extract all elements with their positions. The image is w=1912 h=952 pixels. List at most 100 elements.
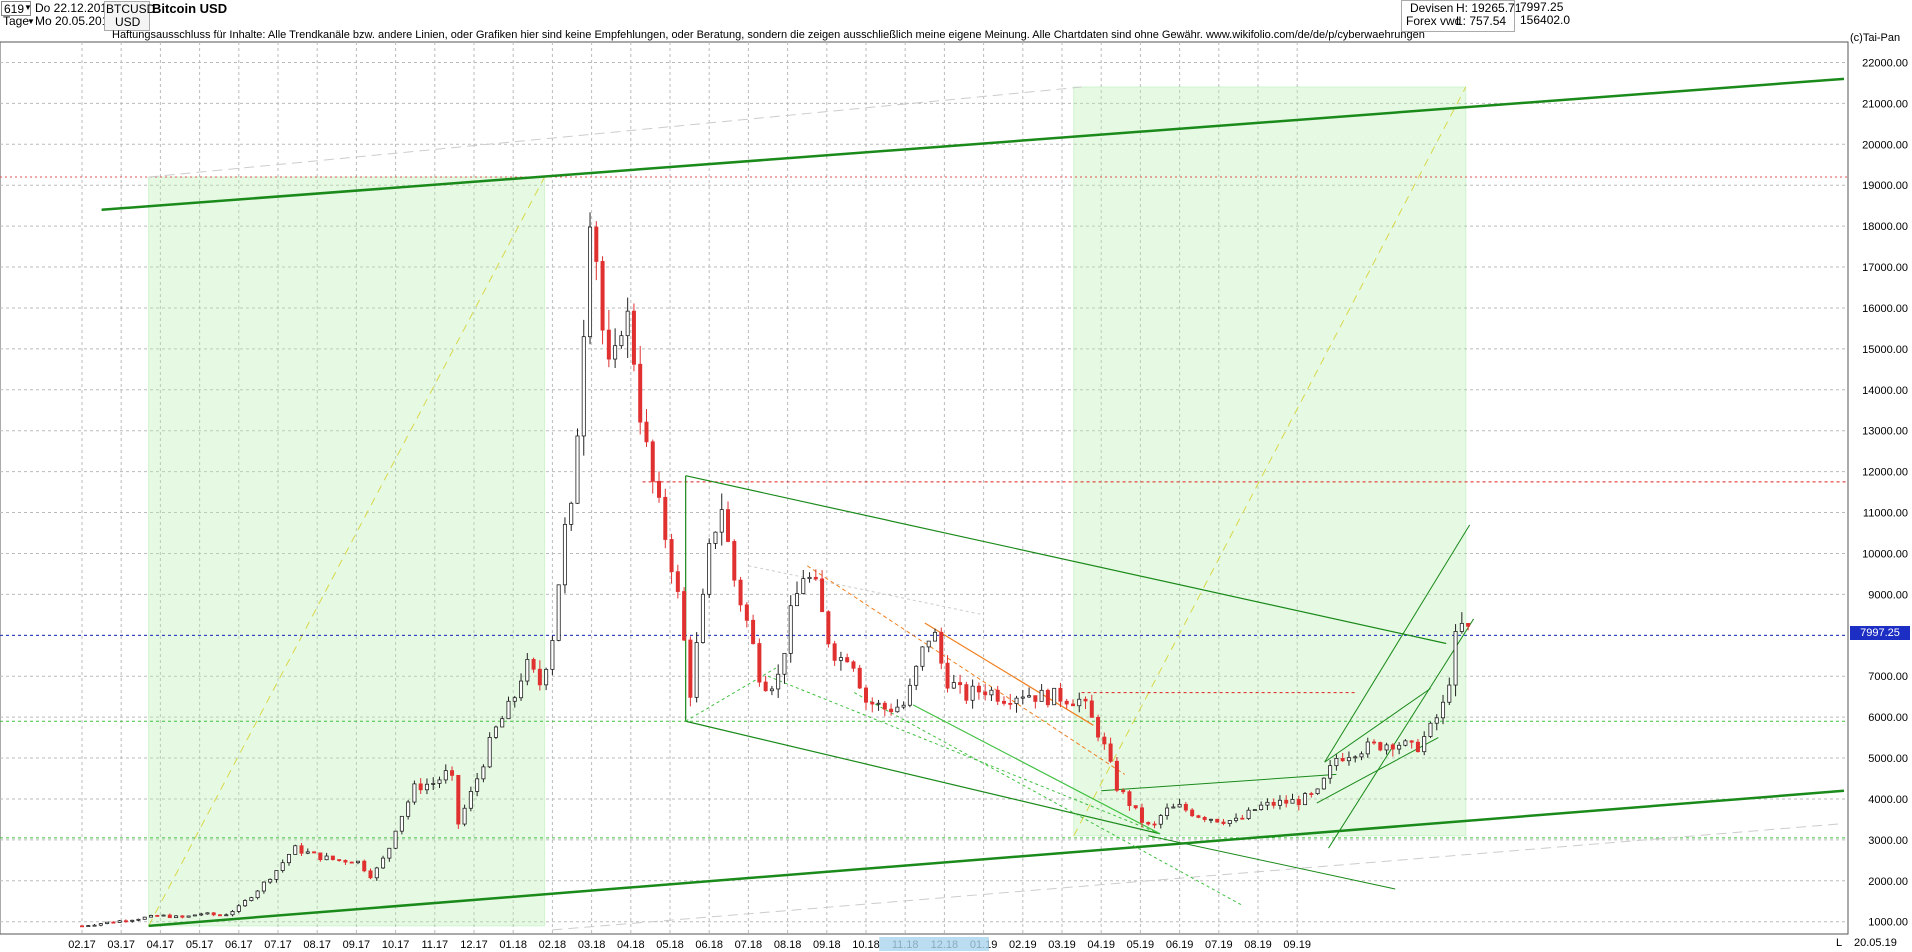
- end-date: 20.05.19: [1854, 937, 1897, 949]
- candle-body: [1165, 807, 1170, 816]
- candle-body: [976, 685, 981, 693]
- chevron-down-icon[interactable]: ▼: [27, 17, 35, 26]
- bar-count-field[interactable]: 619: [1, 1, 31, 16]
- channel-gray-bottom: [552, 823, 1845, 931]
- candle-body: [261, 881, 266, 892]
- candle-body: [456, 774, 461, 825]
- y-tick-label: 9000.00: [1868, 589, 1908, 601]
- page-title: Bitcoin USD: [152, 1, 228, 16]
- candle-body: [1353, 756, 1358, 759]
- last-price: 7997.25: [1520, 0, 1564, 14]
- candle-body: [1240, 817, 1245, 820]
- candle-body: [1001, 700, 1006, 704]
- candle-body: [205, 912, 210, 915]
- candle-body: [882, 702, 887, 710]
- candle-body: [1208, 818, 1213, 821]
- candle-body: [519, 680, 524, 699]
- candle-body: [1014, 697, 1019, 704]
- candle-body: [525, 659, 530, 682]
- x-tick-label: 06.17: [225, 939, 253, 951]
- y-tick-label: 3000.00: [1868, 835, 1908, 847]
- x-tick-label: 10.17: [382, 939, 410, 951]
- candle-body: [142, 916, 147, 920]
- x-tick-label: 11.17: [421, 939, 448, 951]
- y-tick-label: 14000.00: [1862, 385, 1908, 397]
- candle-body: [1434, 717, 1439, 724]
- candle-body: [475, 778, 480, 792]
- candle-body: [1403, 740, 1408, 746]
- symbol-box[interactable]: BTCUSD USD: [104, 1, 155, 31]
- candle-body: [117, 920, 122, 923]
- candle-body: [431, 783, 436, 785]
- candle-body: [1108, 743, 1113, 762]
- candle-body: [1171, 806, 1176, 809]
- y-tick-label: 10000.00: [1862, 548, 1908, 560]
- candle-body: [1096, 716, 1101, 738]
- y-tick-label: 7000.00: [1868, 671, 1908, 683]
- y-tick-label: 1000.00: [1868, 917, 1908, 929]
- trend-overlays: [0, 77, 1848, 931]
- candle-body: [230, 911, 235, 916]
- candle-body: [914, 665, 919, 686]
- candle-body: [895, 706, 900, 713]
- current-price-label: 7997.25: [1860, 627, 1900, 639]
- candle-body: [1033, 695, 1038, 702]
- x-tick-label: 09.18: [813, 939, 841, 951]
- channel-top: [101, 77, 1845, 212]
- period-selector[interactable]: Tage: [3, 14, 30, 28]
- scale-mode[interactable]: L: [1836, 937, 1843, 949]
- y-tick-label: 11000.00: [1863, 508, 1908, 520]
- candle-body: [86, 925, 91, 928]
- candle-body: [613, 345, 618, 360]
- candle-body: [1008, 702, 1013, 705]
- candle-body: [1070, 703, 1075, 707]
- candle-body: [1058, 687, 1063, 702]
- x-tick-label: 07.17: [264, 939, 292, 951]
- candle-body: [983, 691, 988, 696]
- candle-body: [788, 605, 793, 654]
- candle-body: [1246, 809, 1251, 820]
- candle-body: [588, 226, 593, 338]
- x-tick-label: 08.17: [303, 939, 331, 951]
- y-tick-label: 13000.00: [1862, 426, 1908, 438]
- candle-body: [1315, 788, 1320, 795]
- candle-body: [1227, 820, 1232, 824]
- candle-body: [569, 502, 574, 525]
- rising-channel-inner: [1324, 688, 1431, 763]
- candle-body: [782, 652, 787, 675]
- candle-body: [694, 642, 699, 698]
- candle-body: [349, 861, 354, 864]
- candle-body: [312, 851, 317, 854]
- candle-body: [826, 611, 831, 645]
- candle-body: [594, 226, 599, 262]
- candle-body: [136, 918, 141, 921]
- candle-body: [1027, 695, 1032, 698]
- candle-body: [1365, 741, 1370, 755]
- date-to[interactable]: Mo 20.05.2019: [35, 14, 116, 28]
- candle-body: [1052, 687, 1057, 706]
- chevron-down-icon[interactable]: ▼: [24, 3, 32, 12]
- candle-body: [939, 631, 944, 664]
- x-tick-label: 01.18: [499, 939, 527, 951]
- candle-body: [1252, 809, 1257, 812]
- candle-body: [776, 673, 781, 690]
- candle-body: [562, 523, 567, 586]
- date-from[interactable]: Do 22.12.2016: [35, 1, 114, 15]
- green-line-2: [1148, 835, 1396, 890]
- y-tick-label: 17000.00: [1862, 262, 1908, 274]
- diagonal-line-1: [148, 176, 546, 927]
- candle-body: [751, 619, 756, 644]
- candle-body: [801, 578, 806, 594]
- plot-frame: [0, 41, 1849, 935]
- candle-body: [1202, 817, 1207, 820]
- candle-body: [1114, 760, 1119, 791]
- x-tick-label: 10.18: [852, 939, 880, 951]
- candle-body: [901, 704, 906, 708]
- info-box-left: Devisen Forex vwd H: 19265.71 L: 757.54: [1401, 0, 1521, 32]
- candle-body: [1415, 741, 1420, 753]
- candle-body: [1384, 744, 1389, 751]
- green-dash-2: [767, 675, 1161, 835]
- candle-body: [832, 643, 837, 661]
- candle-body: [318, 852, 323, 861]
